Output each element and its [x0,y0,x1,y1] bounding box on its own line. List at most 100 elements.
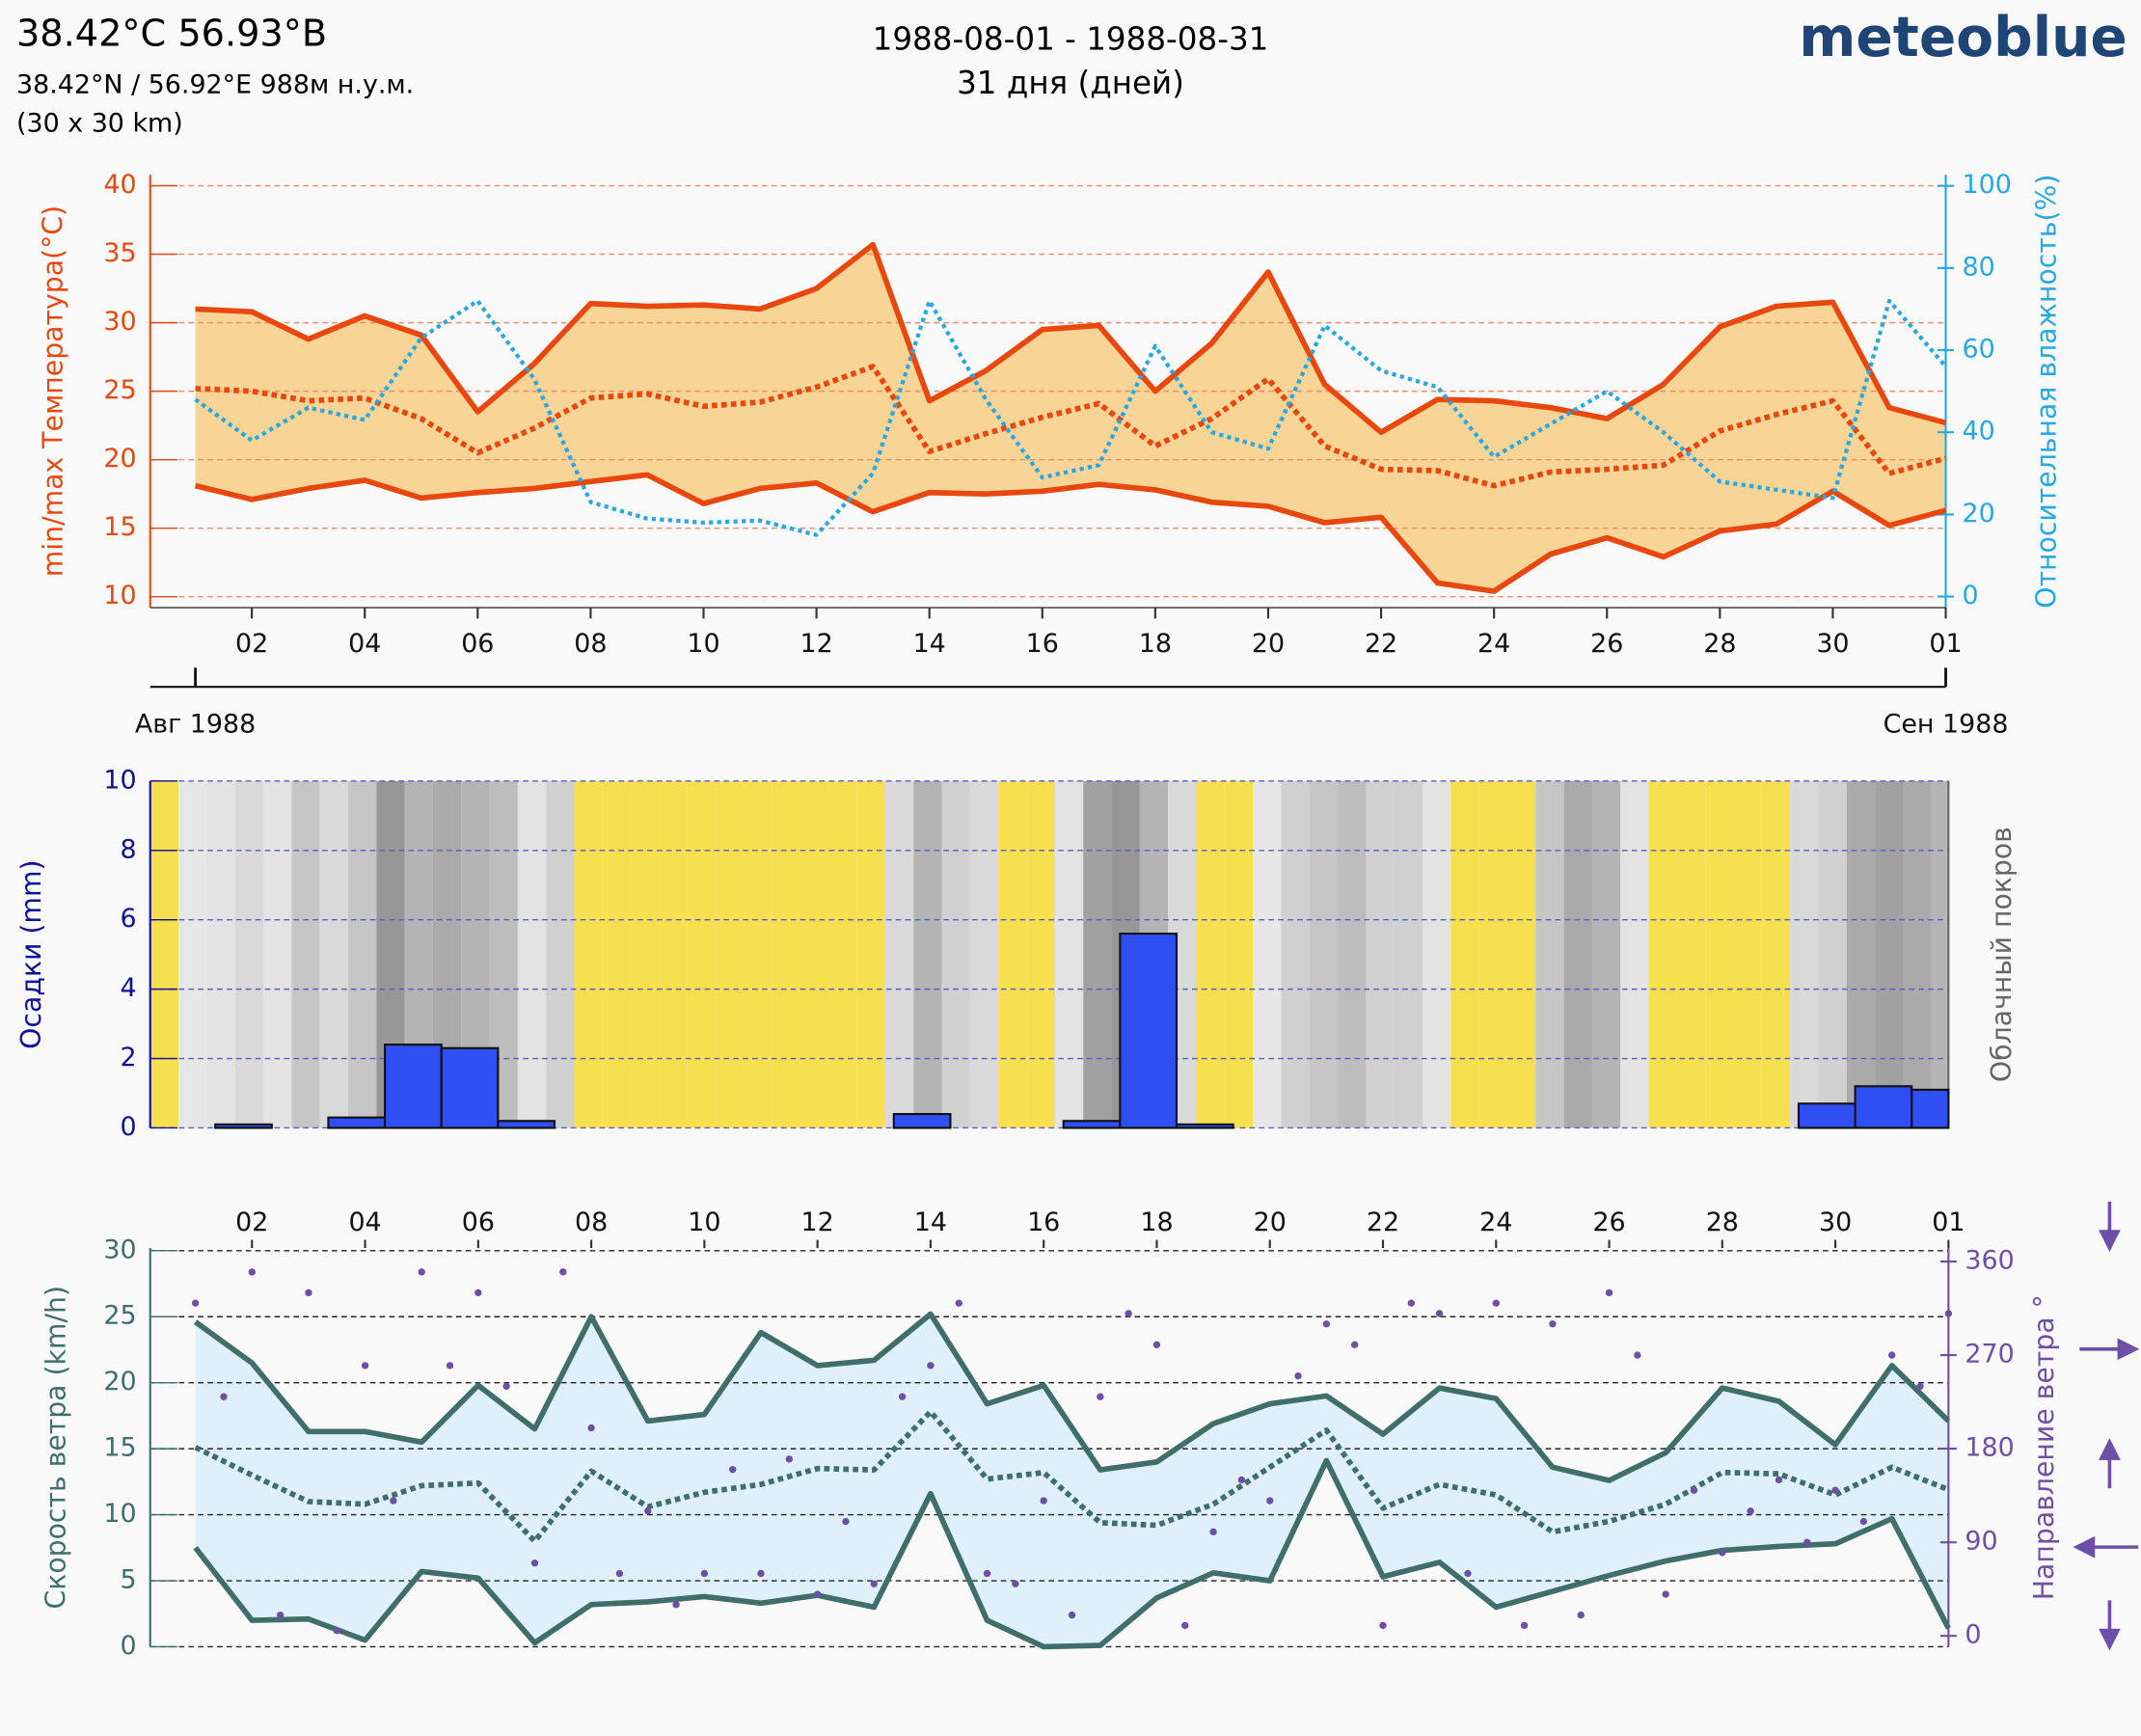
cloud-cover-cell [517,780,547,1128]
direction-dot [1944,1310,1953,1317]
direction-dot [955,1299,962,1307]
y-tick-label: 0 [120,1631,136,1661]
direction-dot [1520,1621,1529,1630]
cloud-cover-cell [1338,780,1367,1128]
x-tick-label: 02 [235,629,268,659]
x-tick-label: 02 [235,1207,268,1237]
direction-dot [220,1393,228,1400]
x-tick-label: 22 [1367,1207,1399,1237]
y-tick-label: 10 [103,765,136,795]
cloud-cover-cell [574,780,603,1128]
direction-dot [757,1569,765,1578]
y2-axis-title: Относительная влажность(%) [2031,175,2063,609]
precipitation-bar [1911,1088,1950,1129]
x-tick-label: 06 [462,1207,495,1237]
series-line [193,1311,1951,1483]
direction-dot [248,1268,256,1276]
direction-dot [418,1268,425,1276]
direction-dot [1634,1351,1641,1359]
x-tick-label: 20 [1252,629,1285,659]
direction-dot [1859,1517,1868,1526]
y-tick-label: 5 [120,1565,136,1595]
y-tick-label: 25 [103,375,136,405]
series-line [195,241,1947,436]
y-tick-label: 8 [120,834,136,864]
header-coords: 38.42°C 56.93°B [16,13,327,55]
x-tick-label: 08 [574,629,607,659]
direction-dot [1351,1341,1359,1348]
y2-tick-label: 40 [1963,417,1995,447]
month-label: Сен 1988 [1884,709,2009,739]
direction-dot [1690,1486,1698,1494]
x-tick-label: 24 [1479,1207,1512,1237]
x-tick-label: 12 [799,629,832,659]
direction-dot [1605,1288,1613,1297]
cloud-cover-cell [913,780,942,1128]
x-tick-label: 12 [801,1207,834,1237]
x-tick-label: 28 [1706,1207,1739,1237]
direction-dot [785,1455,794,1463]
y2-tick-label: 0 [1965,1620,1981,1650]
direction-dot [1322,1320,1331,1328]
direction-dot [842,1517,850,1526]
direction-dot [1916,1382,1924,1391]
y-axis-title: Осадки (mm) [15,859,47,1048]
direction-dot [1831,1486,1839,1494]
x-tick-label: 22 [1365,629,1397,659]
cloud-cover-cell [631,780,660,1128]
precipitation-bar [497,1120,556,1129]
cloud-cover-cell [347,780,377,1128]
x-tick-label: 10 [688,1207,720,1237]
y2-tick-label: 90 [1965,1527,1997,1557]
y-tick-label: 6 [120,904,136,934]
range-fill [195,1314,1949,1647]
x-tick-label: 01 [1932,1207,1965,1237]
direction-dot [615,1569,624,1578]
cloud-cover-cell [1054,780,1084,1128]
direction-dot [1435,1310,1444,1317]
x-tick-label: 30 [1819,1207,1852,1237]
cloud-cover-cell [291,780,320,1128]
y2-tick-label: 0 [1963,581,1979,610]
y-tick-label: 10 [103,1499,136,1529]
direction-dot [870,1580,878,1587]
direction-dot [559,1268,567,1276]
cloud-cover-cell [178,780,207,1128]
precipitation-bar [1119,933,1179,1129]
direction-dot [927,1362,935,1370]
x-tick-label: 06 [461,629,494,659]
cloud-cover-cell [1394,780,1423,1128]
direction-dot [276,1611,285,1619]
cloud-cover-cell [1620,780,1649,1128]
direction-dot [1662,1590,1669,1598]
arrow-head [2117,1338,2140,1361]
brand-logo: meteoblue [1799,6,2127,69]
direction-dot [1492,1299,1500,1307]
direction-dot [1407,1299,1416,1307]
x-tick-label: 30 [1816,629,1849,659]
direction-dot [474,1288,482,1297]
x-tick-label: 16 [1026,629,1059,659]
cloud-cover-cell [744,780,772,1128]
precipitation-bar [214,1123,273,1129]
direction-dot [1549,1320,1557,1328]
x-tick-label: 10 [687,629,719,659]
direction-dot [305,1288,312,1297]
direction-dot [1577,1611,1585,1619]
cloud-cover-cell [602,780,632,1128]
direction-dot [700,1569,709,1578]
precipitation-bar [1062,1120,1122,1129]
cloud-cover-cell [1507,780,1536,1128]
x-tick-label: 20 [1254,1207,1287,1237]
direction-dot [502,1382,510,1391]
direction-dot [1294,1371,1302,1380]
cloud-cover-cell [1366,780,1395,1128]
y-tick-label: 4 [120,973,136,1003]
cloud-cover-cell [546,780,575,1128]
x-tick-label: 04 [348,1207,381,1237]
cloud-cover-cell [772,780,801,1128]
cloud-cover-cell [1535,780,1564,1128]
cloud-cover-cell [1591,780,1621,1128]
cloud-cover-cell [234,780,264,1128]
cloud-cover-cell [659,780,688,1128]
